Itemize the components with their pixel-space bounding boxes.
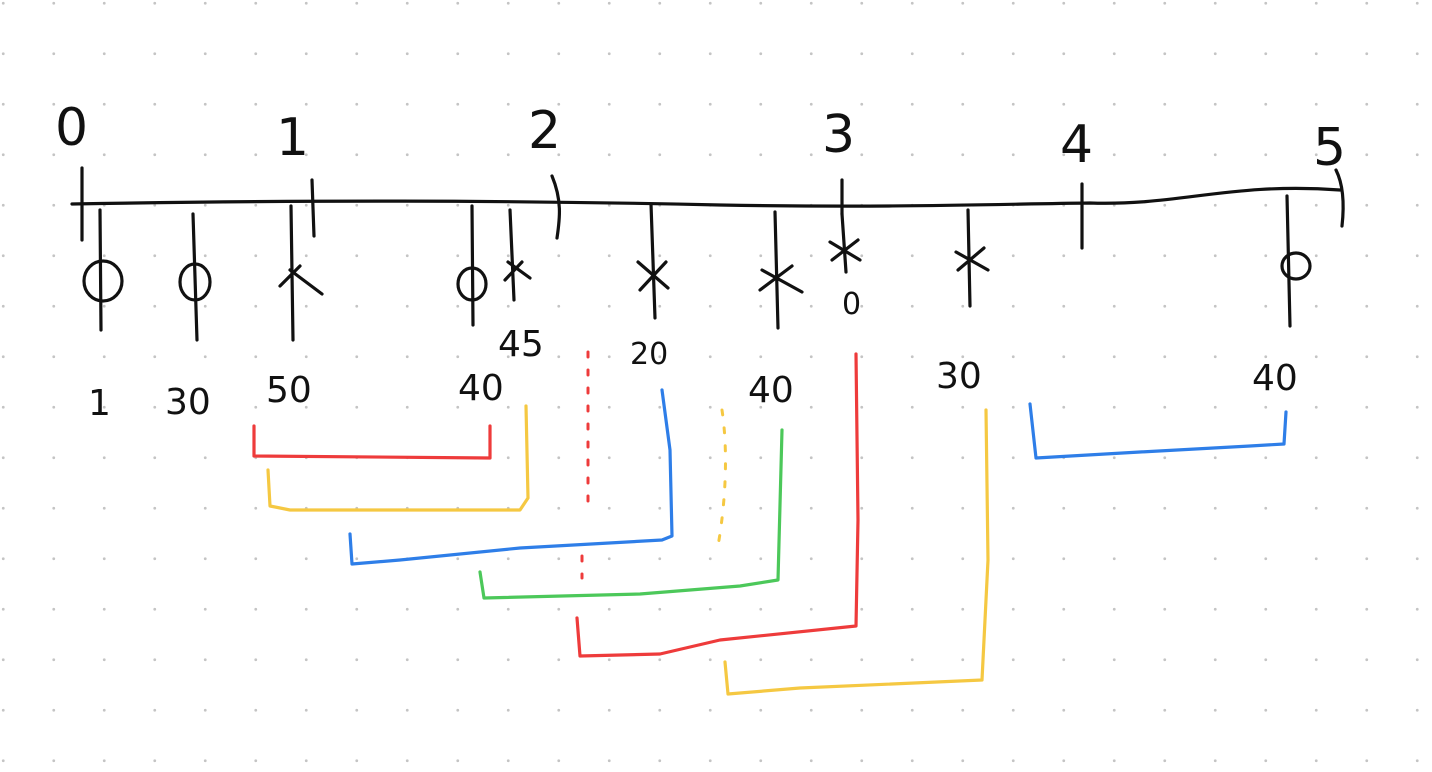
bracket-blue bbox=[348, 388, 674, 566]
weight-label: 40 bbox=[458, 368, 504, 409]
circle-mark-icon bbox=[456, 266, 488, 302]
cross-marks bbox=[278, 238, 990, 296]
weight-label: 50 bbox=[266, 370, 312, 411]
bracket-yellow bbox=[266, 404, 530, 512]
cross-mark-icon bbox=[758, 264, 804, 294]
circle-mark-icon bbox=[178, 262, 212, 302]
circle-mark-icon bbox=[1280, 251, 1312, 281]
timeline-label-0: 0 bbox=[55, 98, 88, 158]
weight-label: 40 bbox=[1252, 358, 1298, 399]
cross-mark-icon bbox=[954, 246, 990, 272]
bracket-blue-right bbox=[1028, 402, 1288, 460]
bracket-red bbox=[252, 424, 492, 460]
timeline-ticks bbox=[80, 166, 1345, 250]
event-stem bbox=[840, 212, 848, 274]
event-stem bbox=[191, 212, 199, 342]
event-stems bbox=[98, 194, 1292, 342]
timeline-labels: 0 1 2 3 4 5 bbox=[55, 98, 1346, 178]
event-stem bbox=[98, 208, 103, 332]
timeline-label-5: 5 bbox=[1313, 118, 1346, 178]
interval-brackets bbox=[252, 350, 1288, 696]
cross-mark-icon bbox=[636, 260, 670, 292]
tick-2 bbox=[550, 174, 562, 240]
tick-1 bbox=[310, 178, 316, 238]
bracket-yellow-long bbox=[723, 408, 990, 696]
weight-label: 1 bbox=[88, 383, 111, 424]
timeline-axis bbox=[70, 186, 1342, 208]
event-stem bbox=[508, 208, 516, 302]
event-stem bbox=[649, 202, 657, 320]
timeline-label-3: 3 bbox=[822, 105, 855, 165]
cross-mark-icon bbox=[503, 260, 532, 282]
bracket-green bbox=[478, 428, 784, 600]
tick-5 bbox=[1334, 168, 1345, 228]
bracket-red-long bbox=[575, 352, 860, 658]
timeline-label-4: 4 bbox=[1060, 115, 1093, 175]
timeline-label-1: 1 bbox=[276, 108, 309, 168]
weight-label: 45 bbox=[498, 324, 544, 365]
event-stem bbox=[773, 210, 780, 330]
event-stem bbox=[470, 204, 475, 327]
cross-mark-icon bbox=[828, 238, 862, 262]
cross-mark-icon bbox=[278, 264, 324, 296]
weight-label: 30 bbox=[936, 356, 982, 397]
weight-label: 40 bbox=[748, 370, 794, 411]
weight-label: 0 bbox=[842, 287, 861, 322]
weight-label: 20 bbox=[630, 337, 668, 372]
circle-mark-icon bbox=[82, 259, 124, 303]
timeline-label-2: 2 bbox=[528, 101, 561, 161]
weight-label: 30 bbox=[165, 382, 211, 423]
bracket-yellow-dotted bbox=[716, 408, 727, 548]
weight-labels: 1 30 50 40 45 20 40 0 30 40 bbox=[88, 287, 1298, 424]
event-stem bbox=[1285, 194, 1292, 328]
circle-marks bbox=[82, 251, 1312, 303]
